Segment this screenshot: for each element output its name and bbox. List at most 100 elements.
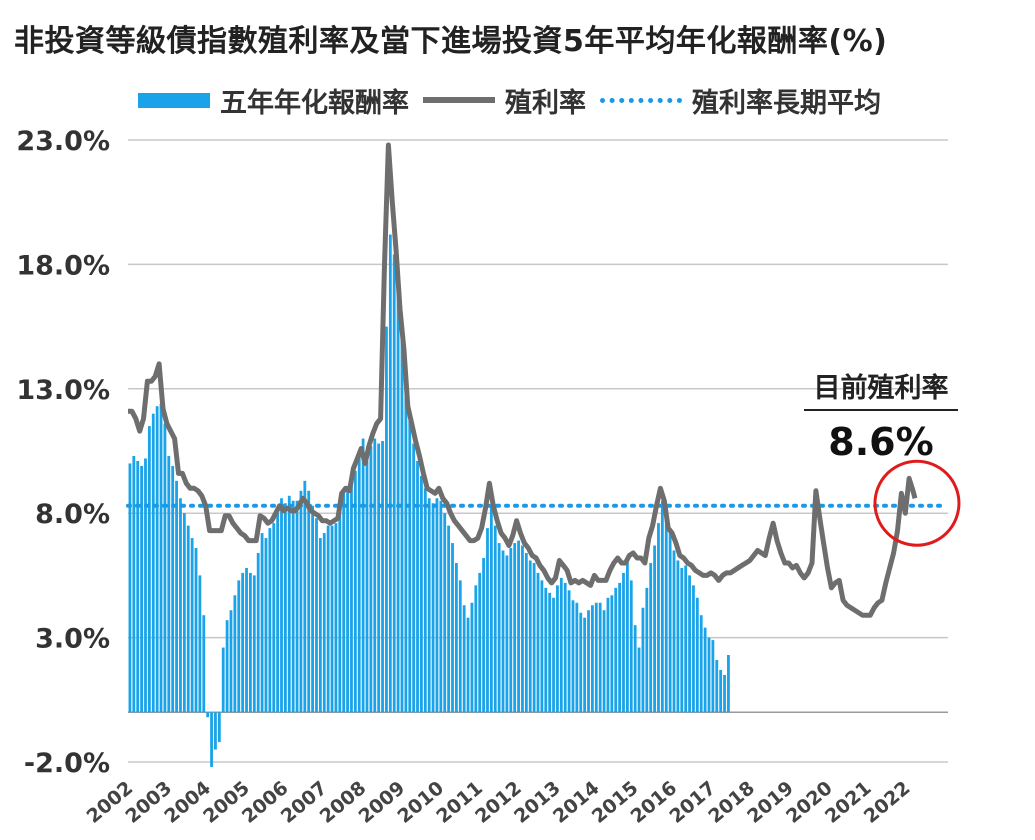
return-bar (482, 557, 485, 713)
return-bar (128, 463, 132, 713)
return-bar (307, 490, 311, 713)
return-bar (264, 538, 268, 713)
callout-underline (804, 409, 958, 411)
callout-value: 8.6% (828, 420, 934, 464)
return-bar (544, 587, 548, 713)
legend-swatch-yield (423, 97, 495, 103)
return-bar (385, 326, 388, 713)
return-bar (657, 523, 660, 713)
chart-title: 非投資等級債指數殖利率及當下進場投資5年平均年化報酬率(%) (14, 24, 888, 59)
return-bar (412, 443, 416, 713)
return-bar (381, 441, 384, 713)
return-bar (249, 572, 252, 713)
return-bar (175, 480, 178, 713)
return-bar (462, 605, 466, 713)
y-tick-label: 3.0% (35, 624, 110, 655)
return-bar (342, 493, 346, 713)
return-bar (338, 510, 342, 713)
return-bar (622, 572, 625, 713)
return-bar (252, 575, 256, 713)
return-bar (497, 543, 501, 713)
return-bar (567, 590, 571, 713)
y-tick-label: 23.0% (16, 126, 110, 157)
return-bar (151, 413, 155, 713)
return-bar (299, 490, 303, 713)
return-bar (163, 423, 167, 713)
legend-swatch-bars (138, 92, 210, 108)
return-bar (715, 659, 719, 713)
return-bar (229, 610, 233, 713)
return-bar (723, 674, 726, 713)
callout-label: 目前殖利率 (813, 373, 949, 404)
return-bar (396, 281, 400, 713)
return-bar (400, 339, 404, 713)
yield-line-group (128, 142, 918, 618)
return-bar (703, 627, 707, 713)
return-bar (711, 640, 715, 713)
legend-label-average: 殖利率長期平均 (692, 87, 881, 119)
return-bar (416, 460, 419, 713)
return-bar (182, 513, 186, 713)
return-bar (221, 647, 225, 713)
return-bar (431, 503, 435, 713)
return-bar (653, 545, 656, 713)
return-bar (528, 560, 532, 713)
return-bar (680, 567, 684, 713)
return-bar (684, 565, 688, 713)
return-bar (602, 610, 606, 713)
return-bar (423, 488, 427, 713)
return-bar (587, 610, 590, 713)
return-bar (217, 712, 221, 743)
return-bar (563, 582, 567, 713)
current-yield-circle (873, 459, 961, 547)
return-bar (501, 550, 505, 713)
return-bar (237, 580, 241, 713)
return-bar (478, 572, 482, 713)
return-bar (493, 525, 497, 713)
return-bar (190, 538, 194, 713)
return-bar (540, 580, 544, 713)
return-bars (128, 234, 730, 767)
return-bar (214, 712, 217, 750)
return-bar (171, 465, 175, 713)
return-bar (559, 577, 563, 713)
return-bar (330, 525, 334, 713)
y-tick-label: 8.0% (35, 499, 110, 530)
return-bar (427, 498, 431, 713)
return-bar (276, 513, 280, 713)
return-bar (606, 597, 610, 713)
return-bar (579, 612, 583, 713)
return-bar (283, 503, 287, 713)
x-axis: 2002200320042005200620072008200920102011… (83, 777, 915, 828)
return-bar (311, 505, 314, 713)
return-bar (373, 438, 377, 713)
return-bar (610, 595, 614, 713)
return-bar (489, 505, 493, 713)
return-bar (692, 585, 695, 713)
return-bar (676, 560, 680, 713)
return-bar (583, 617, 587, 713)
return-bar (625, 560, 629, 713)
y-tick-label: 18.0% (16, 250, 110, 281)
return-bar (147, 426, 151, 713)
return-bar (443, 513, 447, 713)
return-bar (392, 254, 396, 713)
return-bar (194, 548, 198, 713)
return-bar (513, 543, 517, 713)
return-bar (486, 528, 489, 713)
return-bar (420, 475, 423, 713)
x-tick-label: 2022 (860, 777, 915, 828)
return-bar (719, 669, 723, 713)
return-bar (186, 525, 190, 713)
return-bar (295, 500, 299, 713)
return-bar (408, 421, 412, 713)
return-bar (132, 455, 136, 713)
return-bar (614, 587, 618, 713)
return-bar (334, 523, 338, 713)
return-bar (649, 562, 653, 713)
return-bar (470, 602, 474, 713)
return-bar (695, 597, 699, 713)
return-bar (260, 533, 264, 713)
return-bar (699, 615, 703, 713)
